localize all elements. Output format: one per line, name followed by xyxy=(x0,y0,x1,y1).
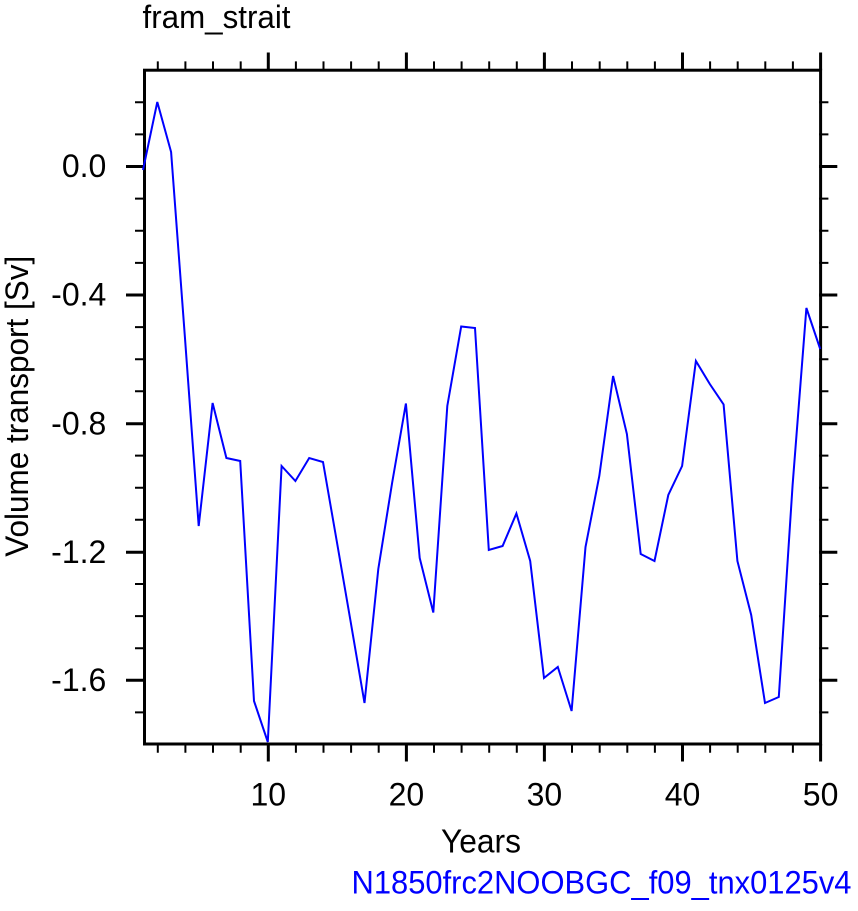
svg-text:40: 40 xyxy=(665,777,701,813)
svg-text:-1.2: -1.2 xyxy=(51,534,106,570)
svg-text:-0.8: -0.8 xyxy=(51,405,106,441)
svg-text:10: 10 xyxy=(251,777,287,813)
svg-text:fram_strait: fram_strait xyxy=(143,0,291,35)
svg-text:0.0: 0.0 xyxy=(62,148,106,184)
svg-text:-1.6: -1.6 xyxy=(51,662,106,698)
svg-text:20: 20 xyxy=(389,777,425,813)
svg-text:Years: Years xyxy=(441,822,521,859)
svg-text:50: 50 xyxy=(803,777,839,813)
svg-text:Volume transport [Sv]: Volume transport [Sv] xyxy=(0,256,35,557)
svg-text:-0.4: -0.4 xyxy=(51,277,106,313)
svg-text:30: 30 xyxy=(527,777,563,813)
svg-text:N1850frc2NOOBGC_f09_tnx0125v4: N1850frc2NOOBGC_f09_tnx0125v4 xyxy=(352,864,852,900)
